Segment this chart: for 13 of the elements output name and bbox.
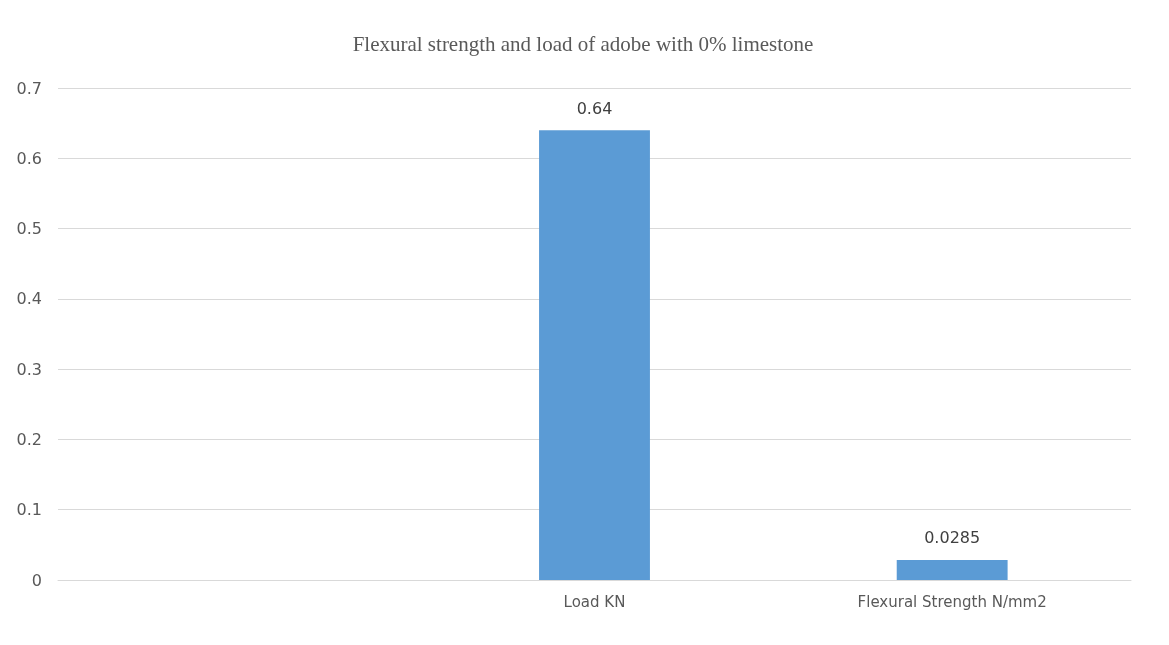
y-tick-label: 0.7 bbox=[16, 78, 42, 98]
y-tick-label: 0.2 bbox=[16, 429, 42, 449]
data-label: 0.64 bbox=[576, 98, 613, 118]
y-tick-label: 0.1 bbox=[16, 500, 42, 520]
y-tick-label: 0.3 bbox=[16, 359, 42, 379]
chart-title: Flexural strength and load of adobe with 0% limestone bbox=[352, 31, 814, 56]
x-tick-label: Flexural Strength N/mm2 bbox=[857, 592, 1047, 611]
x-tick-label: Load KN bbox=[563, 592, 626, 611]
y-tick-label: 0.6 bbox=[16, 148, 42, 168]
y-tick-label: 0.4 bbox=[16, 289, 42, 309]
data-label: 0.0285 bbox=[924, 528, 981, 548]
y-tick-label: 0.5 bbox=[16, 219, 42, 239]
y-tick-label: 0 bbox=[31, 570, 42, 590]
